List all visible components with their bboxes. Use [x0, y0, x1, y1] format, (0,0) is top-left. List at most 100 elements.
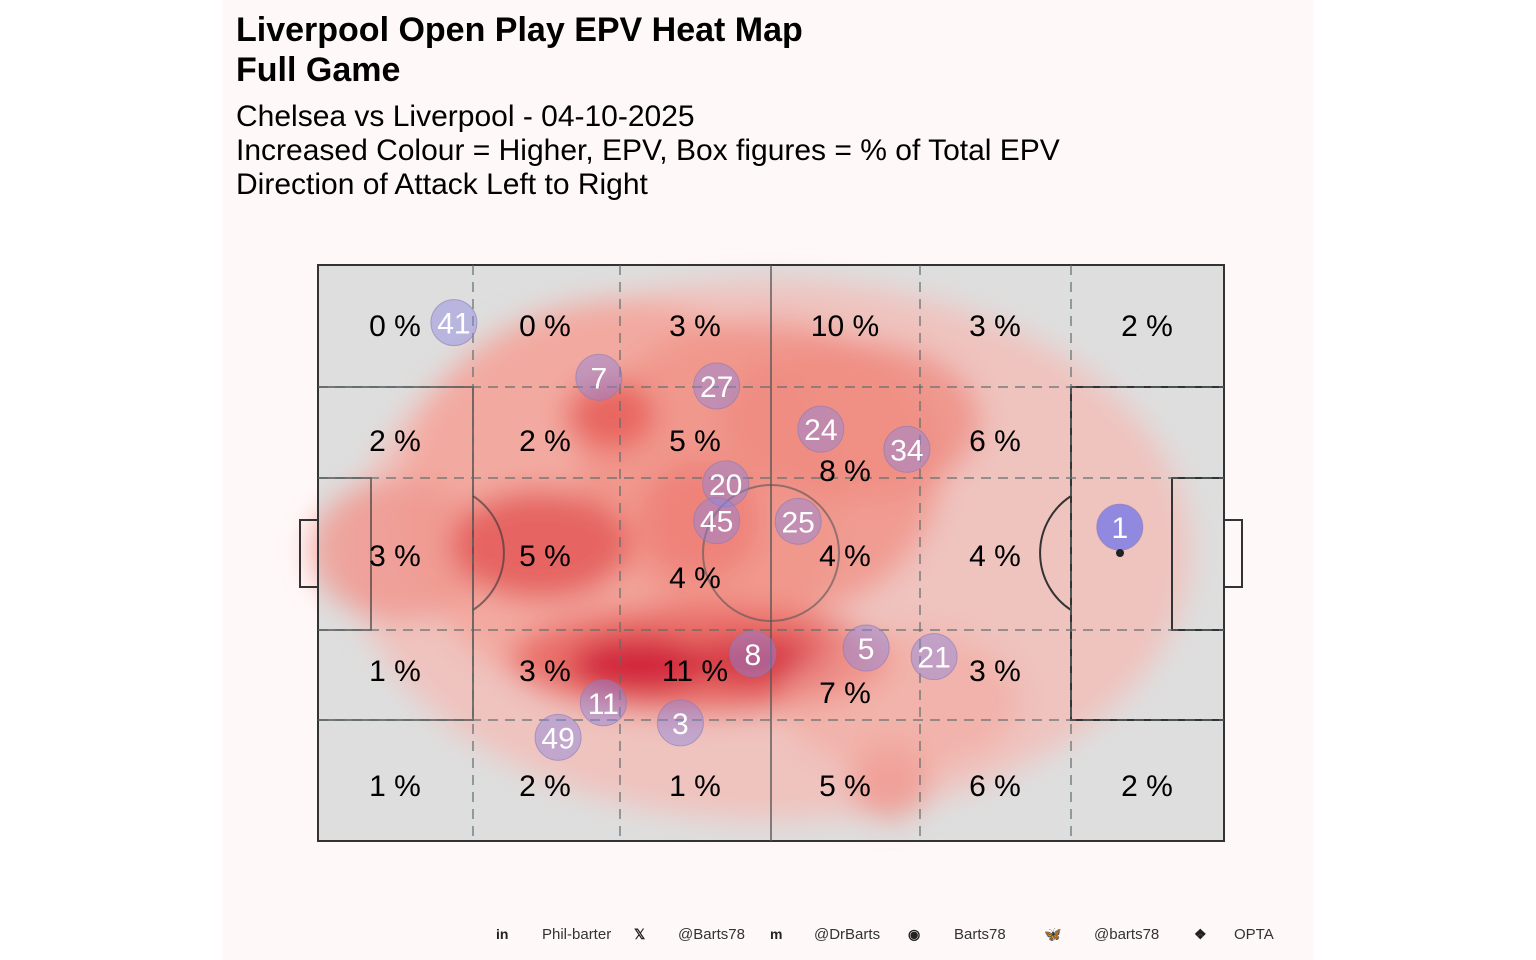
- player-marker: 49: [534, 713, 582, 761]
- player-circle: [702, 460, 750, 508]
- zone-percent-label: 10 %: [811, 310, 879, 343]
- player-marker: 41: [430, 299, 478, 347]
- player-marker: 20: [702, 460, 750, 508]
- player-number: 34: [890, 434, 923, 467]
- player-circle: [774, 497, 822, 545]
- player-number: 20: [709, 469, 742, 502]
- player-number: 7: [591, 362, 608, 395]
- zone-percent-label: 5 %: [669, 425, 721, 458]
- centre-circle: [702, 484, 840, 622]
- player-markers: 41 7 27 24 34 20 45 25 1 5 21 8 11 3 49: [430, 299, 1144, 761]
- zone-percent-label: 6 %: [969, 770, 1021, 803]
- heat-blob: [310, 480, 490, 620]
- zone-percent-label: 3 %: [969, 310, 1021, 343]
- chart-title: Liverpool Open Play EPV Heat Map: [236, 11, 803, 49]
- player-number: 21: [917, 642, 950, 675]
- left-goal: [299, 519, 319, 588]
- player-circle: [430, 299, 478, 347]
- zone-percent-label: 6 %: [969, 425, 1021, 458]
- player-marker: 8: [729, 630, 777, 678]
- player-circle: [693, 497, 741, 545]
- footer-text: @Barts78: [678, 926, 745, 943]
- footer-text: @DrBarts: [814, 926, 881, 943]
- zone-percent-label: 0 %: [369, 310, 421, 343]
- player-circle: [534, 713, 582, 761]
- right-goal: [1223, 519, 1243, 588]
- player-circle: [842, 624, 890, 672]
- zone-percent-label: 2 %: [1121, 770, 1173, 803]
- zone-percent-label: 2 %: [1121, 310, 1173, 343]
- zone-percent-label: 2 %: [369, 425, 421, 458]
- player-number: 45: [700, 506, 733, 539]
- zone-percent-label: 3 %: [519, 655, 571, 688]
- player-circle: [693, 362, 741, 410]
- player-circle: [579, 679, 627, 727]
- player-number: 41: [437, 308, 470, 341]
- zone-percent-label: 11 %: [662, 655, 728, 688]
- zone-percent-label: 4 %: [969, 540, 1021, 573]
- right-penalty-arc: [1039, 495, 1072, 611]
- heat-blob: [570, 637, 710, 693]
- zone-percent-label: 3 %: [669, 310, 721, 343]
- mastodon-icon: m: [770, 926, 783, 942]
- player-marker: 24: [797, 405, 845, 453]
- zone-percent-label: 7 %: [819, 677, 871, 710]
- zone-percent-label: 3 %: [969, 655, 1021, 688]
- ball-point: [1116, 549, 1124, 557]
- zone-percent-label: 4 %: [669, 562, 721, 595]
- player-circle: [910, 633, 958, 681]
- zone-percent-label: 4 %: [819, 540, 871, 573]
- left-penalty-arc: [472, 495, 505, 611]
- dropbox-icon: ❖: [1194, 926, 1207, 942]
- player-number: 1: [1111, 512, 1128, 545]
- zone-percent-label: 5 %: [819, 770, 871, 803]
- player-circle: [656, 699, 704, 747]
- footer-text: Phil-barter: [542, 926, 612, 943]
- player-marker: 5: [842, 624, 890, 672]
- footer-text: Barts78: [954, 926, 1006, 943]
- zone-percent-label: 2 %: [519, 770, 571, 803]
- player-circle: [575, 353, 623, 401]
- footer-text: OPTA: [1234, 926, 1274, 943]
- zone-percent-label: 1 %: [369, 770, 421, 803]
- zone-percent-label: 1 %: [369, 655, 421, 688]
- zone-labels: 0 % 0 % 3 % 10 % 3 % 2 % 2 % 2 % 5 % 8 % 6 % 3 % 5 %…: [369, 310, 1173, 803]
- player-marker: 34: [883, 425, 931, 473]
- zone-percent-label: 1 %: [669, 770, 721, 803]
- subtitle-direction: Direction of Attack Left to Right: [236, 168, 648, 201]
- player-number: 24: [804, 414, 837, 447]
- footer-text: @barts78: [1094, 926, 1160, 943]
- player-number: 11: [588, 688, 619, 721]
- player-marker: 3: [656, 699, 704, 747]
- player-number: 3: [672, 708, 689, 741]
- player-marker: 21: [910, 633, 958, 681]
- player-marker: 7: [575, 353, 623, 401]
- bluesky-icon: 🦋: [1044, 926, 1062, 942]
- player-marker: 11: [579, 679, 627, 727]
- zone-percent-label: 5 %: [519, 540, 571, 573]
- heat-blob: [640, 460, 760, 580]
- player-number: 27: [700, 371, 733, 404]
- player-number: 8: [745, 639, 762, 672]
- pitch-lines: [299, 264, 1243, 842]
- linkedin-icon: in: [496, 926, 509, 942]
- player-circle: [797, 405, 845, 453]
- player-marker: 27: [693, 362, 741, 410]
- x-icon: 𝕏: [634, 926, 646, 942]
- zone-percent-label: 3 %: [369, 540, 421, 573]
- player-number: 25: [781, 506, 814, 539]
- zone-percent-label: 2 %: [519, 425, 571, 458]
- zone-percent-label: 0 %: [519, 310, 571, 343]
- player-marker: 45: [693, 497, 741, 545]
- player-marker: 1: [1096, 503, 1144, 551]
- chart-title-line2: Full Game: [236, 51, 401, 89]
- heat-blob: [780, 630, 1020, 770]
- heat-blob: [720, 340, 980, 500]
- player-number: 5: [858, 633, 875, 666]
- subtitle-legend: Increased Colour = Higher, EPV, Box figu…: [236, 134, 1060, 167]
- player-marker: 25: [774, 497, 822, 545]
- player-number: 49: [541, 722, 574, 755]
- player-circle: [729, 630, 777, 678]
- player-circle: [883, 425, 931, 473]
